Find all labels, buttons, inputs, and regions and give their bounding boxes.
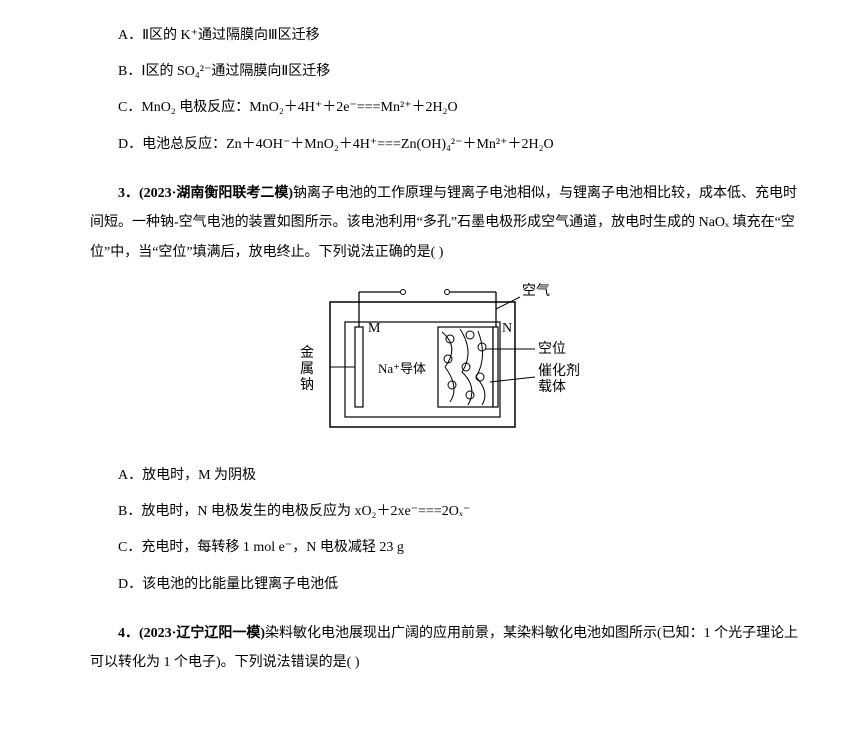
label-air: 空气: [522, 283, 550, 299]
label-m: M: [368, 321, 381, 336]
label-metal-na-1: 金: [300, 345, 314, 361]
q3-option-d: D．该电池的比能量比锂离子电池低: [90, 569, 800, 601]
label-catalyst-1: 催化剂: [538, 363, 580, 379]
label-metal-na-2: 属: [300, 362, 314, 377]
q3-option-a: A．放电时，M 为阴极: [90, 460, 800, 492]
q3-option-b: B．放电时，N 电极发生的电极反应为 xO₂＋2xe⁻===2Oₓ⁻: [90, 496, 800, 528]
q3-option-c: C．充电时，每转移 1 mol e⁻，N 电极减轻 23 g: [90, 532, 800, 564]
label-metal-na-3: 钠: [300, 377, 314, 393]
q2-option-b: B．Ⅰ区的 SO₄²⁻通过隔膜向Ⅱ区迁移: [90, 56, 800, 88]
q2-option-c: C．MnO₂ 电极反应：MnO₂＋4H⁺＋2e⁻===Mn²⁺＋2H₂O: [90, 92, 800, 124]
label-catalyst-2: 载体: [538, 379, 566, 395]
q3-diagram: 空气 M N 金 属 钠 Na⁺导体 空位 催化剂 载体: [90, 277, 800, 450]
q3b-suffix: 2Oₓ⁻: [442, 504, 471, 519]
q4-stem: 4．(2023·辽宁辽阳一模)染料敏化电池展现出广阔的应用前景，某染料敏化电池如…: [90, 619, 800, 678]
q2c-prefix: C．MnO₂ 电极反应：MnO₂＋4H⁺＋2e⁻: [118, 100, 357, 115]
q3b-prefix: B．放电时，N 电极发生的电极反应为 xO₂＋2xe⁻: [118, 504, 418, 519]
label-conductor: Na⁺导体: [378, 361, 426, 376]
q2c-eq: ===: [357, 100, 381, 115]
q3b-eq: ===: [418, 504, 442, 519]
q2d-suffix: Zn(OH)₄²⁻＋Mn²⁺＋2H₂O: [401, 137, 554, 152]
q2d-prefix: D．电池总反应：Zn＋4OH⁻＋MnO₂＋4H⁺: [118, 137, 377, 152]
q3-source: 3．(2023·湖南衡阳联考二模): [118, 186, 293, 201]
q3-stem: 3．(2023·湖南衡阳联考二模)钠离子电池的工作原理与锂离子电池相似，与锂离子…: [90, 179, 800, 267]
q4-source: 4．(2023·辽宁辽阳一模): [118, 626, 265, 641]
q2d-eq: ===: [377, 137, 401, 152]
q2c-suffix: Mn²⁺＋2H₂O: [381, 100, 458, 115]
label-vacancy: 空位: [538, 341, 566, 357]
q2-option-a: A．Ⅱ区的 K⁺通过隔膜向Ⅲ区迁移: [90, 20, 800, 52]
q2-option-d: D．电池总反应：Zn＋4OH⁻＋MnO₂＋4H⁺===Zn(OH)₄²⁻＋Mn²…: [90, 129, 800, 161]
label-n: N: [502, 321, 512, 336]
